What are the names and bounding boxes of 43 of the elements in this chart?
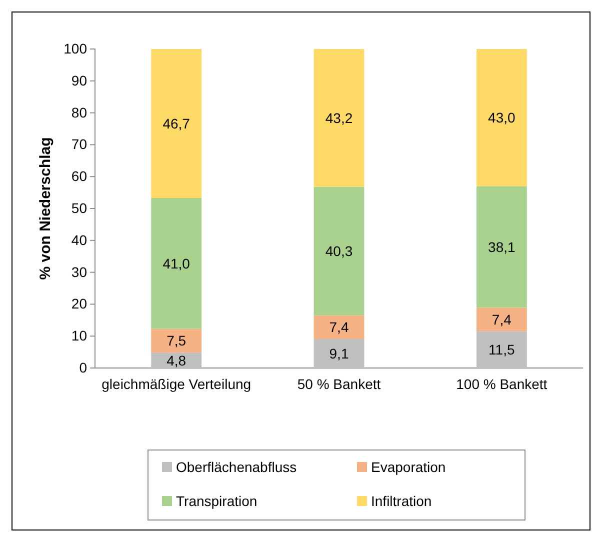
y-axis-title: % von Niederschlag (37, 137, 54, 280)
y-tick-label: 70 (71, 136, 88, 152)
data-label: 7,4 (492, 312, 512, 328)
bar (314, 338, 364, 368)
x-tick-label: 100 % Bankett (456, 376, 548, 392)
bar (151, 49, 202, 198)
bar (314, 49, 364, 187)
y-tick-label: 10 (71, 328, 88, 344)
x-tick-label: gleichmäßige Verteilung (102, 376, 252, 392)
y-tick-label: 100 (64, 40, 88, 56)
y-tick-label: 40 (71, 232, 88, 248)
data-label: 11,5 (488, 342, 515, 358)
y-tick-label: 60 (71, 168, 88, 184)
data-label: 43,0 (488, 110, 516, 126)
bar (314, 186, 364, 316)
data-label: 7,5 (166, 332, 186, 349)
data-label: 9,1 (329, 345, 349, 362)
data-label: 7,4 (329, 319, 349, 336)
bar (476, 49, 527, 186)
data-label: 40,3 (325, 243, 353, 260)
bar (151, 198, 202, 329)
y-tick-label: 90 (71, 72, 88, 88)
bar (314, 315, 364, 339)
legend-label: Oberflächenabfluss (176, 459, 297, 475)
y-tick-label: 0 (79, 359, 88, 376)
y-tick-label: 20 (71, 296, 88, 312)
data-label: 41,0 (162, 255, 190, 272)
bar (476, 186, 527, 308)
data-label: 43,2 (325, 110, 353, 126)
y-tick-label: 50 (71, 200, 88, 216)
legend-label: Infiltration (371, 493, 432, 509)
legend-label: Transpiration (176, 493, 258, 509)
data-label: 46,7 (162, 115, 190, 132)
bar (151, 352, 202, 368)
data-label: 4,8 (166, 352, 186, 368)
x-tick-label: 50 % Bankett (297, 376, 381, 392)
bar (476, 308, 527, 332)
y-tick-label: 30 (71, 264, 88, 280)
bar (476, 331, 527, 368)
y-tick-label: 80 (71, 104, 88, 120)
data-label: 38,1 (488, 238, 516, 255)
legend-label: Evaporation (371, 459, 446, 475)
bar (151, 328, 202, 353)
